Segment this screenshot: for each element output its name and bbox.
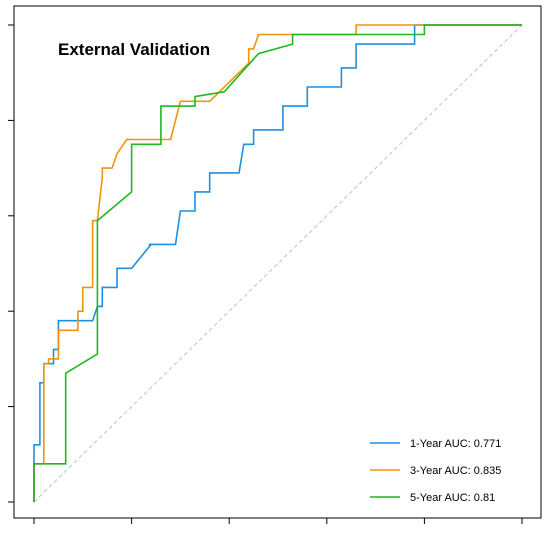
series-group	[33, 24, 522, 502]
chart-title: External Validation	[58, 40, 210, 59]
series-5-year	[33, 24, 522, 502]
series-3-year	[33, 24, 522, 502]
plot-frame	[13, 5, 542, 519]
legend-label-1: 1-Year AUC: 0.771	[410, 438, 501, 450]
axis-ticks	[8, 24, 523, 524]
legend-label-2: 3-Year AUC: 0.835	[410, 465, 501, 477]
legend: 1-Year AUC: 0.771 3-Year AUC: 0.835 5-Year…	[370, 438, 501, 504]
series-1-year	[33, 24, 522, 502]
diagonal-line	[33, 24, 523, 503]
reference-line	[33, 24, 523, 503]
legend-label-3: 5-Year AUC: 0.81	[410, 492, 495, 504]
plot-border	[13, 5, 542, 519]
